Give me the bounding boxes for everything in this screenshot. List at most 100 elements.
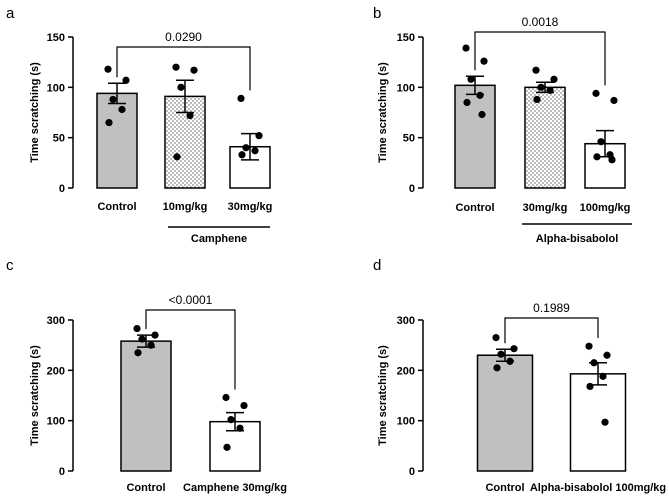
x-category-label: Control bbox=[126, 482, 165, 494]
p-value-label: 0.1989 bbox=[533, 301, 570, 315]
data-point bbox=[151, 331, 159, 339]
data-point bbox=[506, 357, 514, 365]
significance-bracket bbox=[474, 31, 606, 86]
y-tick-label: 100 bbox=[47, 416, 65, 428]
data-point bbox=[510, 345, 518, 353]
bar-30mg-kg bbox=[524, 86, 566, 189]
y-tick-label: 300 bbox=[397, 315, 415, 327]
data-point bbox=[467, 75, 475, 83]
panel-letter: d bbox=[373, 257, 381, 274]
y-tick-label: 150 bbox=[47, 32, 65, 44]
y-tick-label: 200 bbox=[397, 365, 415, 377]
panel-letter: b bbox=[373, 5, 381, 22]
y-tick-label: 0 bbox=[59, 466, 65, 478]
y-tick-label: 50 bbox=[53, 133, 65, 145]
y-tick-label: 0 bbox=[409, 183, 415, 195]
x-category-label: 30mg/kg bbox=[228, 201, 273, 213]
data-point bbox=[138, 335, 146, 343]
data-point bbox=[238, 151, 246, 159]
y-tick-label: 200 bbox=[47, 365, 65, 377]
y-tick-label: 100 bbox=[397, 416, 415, 428]
panel-d: d 0 100 200 300 Time scratching (s) Control Alp… bbox=[373, 257, 666, 494]
data-point bbox=[546, 86, 554, 94]
data-point bbox=[603, 351, 611, 359]
x-category-label: 10mg/kg bbox=[163, 201, 208, 213]
data-point bbox=[147, 341, 155, 349]
data-point bbox=[134, 349, 142, 357]
y-axis-title: Time scratching (s) bbox=[29, 345, 41, 446]
significance-bracket bbox=[504, 317, 599, 344]
x-category-label: Alpha-bisabolol 100mg/kg bbox=[530, 482, 666, 494]
data-point bbox=[592, 89, 600, 97]
bar-100mg-kg bbox=[584, 142, 626, 189]
data-point bbox=[463, 98, 471, 107]
data-point bbox=[223, 443, 231, 451]
data-point bbox=[237, 94, 245, 103]
p-value-label: 0.0290 bbox=[165, 30, 202, 44]
panel-b: b 0 50 100 150 Time scratching (s) Control 30mg… bbox=[373, 5, 632, 245]
data-point bbox=[177, 83, 185, 91]
data-point bbox=[593, 153, 601, 161]
data-point bbox=[133, 324, 141, 333]
data-point bbox=[476, 91, 484, 99]
data-point bbox=[585, 342, 593, 350]
data-point bbox=[497, 350, 505, 358]
data-point bbox=[478, 110, 486, 119]
data-point bbox=[104, 65, 112, 73]
data-point bbox=[533, 95, 541, 104]
data-point bbox=[242, 144, 250, 152]
data-point bbox=[109, 95, 117, 104]
data-point bbox=[105, 118, 113, 127]
data-point bbox=[251, 147, 259, 155]
x-category-label: 100mg/kg bbox=[580, 202, 631, 214]
data-point bbox=[480, 57, 488, 65]
data-point bbox=[532, 66, 540, 74]
y-tick-label: 100 bbox=[47, 82, 65, 94]
data-point bbox=[537, 83, 545, 91]
y-tick-label: 0 bbox=[409, 466, 415, 478]
p-value-label: 0.0018 bbox=[522, 15, 559, 29]
y-tick-label: 100 bbox=[397, 82, 415, 94]
data-point bbox=[186, 111, 194, 120]
bar-control bbox=[476, 354, 534, 472]
data-point bbox=[172, 63, 180, 71]
significance-bracket bbox=[145, 309, 236, 390]
x-category-label: Camphene 30mg/kg bbox=[183, 482, 287, 494]
x-category-label: Control bbox=[485, 482, 524, 494]
data-point bbox=[492, 334, 500, 342]
bar-control bbox=[120, 340, 172, 472]
y-tick-label: 50 bbox=[403, 133, 415, 145]
x-category-label: Control bbox=[455, 202, 494, 214]
data-point bbox=[597, 138, 605, 146]
panel-c: c 0 100 200 300 Time scratching (s) Control Cam… bbox=[6, 257, 287, 494]
y-axis-title: Time scratching (s) bbox=[377, 62, 389, 163]
data-point bbox=[255, 132, 263, 140]
data-point bbox=[586, 382, 594, 391]
group-label: Alpha-bisabolol bbox=[536, 233, 619, 245]
data-point bbox=[227, 416, 235, 424]
panel-letter: c bbox=[6, 257, 14, 274]
data-point bbox=[222, 393, 230, 402]
data-point bbox=[590, 359, 598, 367]
x-category-label: 30mg/kg bbox=[523, 202, 568, 214]
x-category-label: Control bbox=[97, 201, 136, 213]
bar-control bbox=[96, 92, 138, 189]
data-point bbox=[240, 401, 248, 410]
y-axis-title: Time scratching (s) bbox=[29, 62, 41, 163]
data-point bbox=[190, 66, 198, 74]
data-point bbox=[122, 76, 130, 84]
panel-a: a 0 50 100 150 Time scratching (s) Control 10mg… bbox=[6, 5, 272, 245]
panel-letter: a bbox=[6, 5, 15, 22]
y-axis-title: Time scratching (s) bbox=[377, 345, 389, 446]
data-point bbox=[608, 156, 616, 164]
bar-control bbox=[454, 84, 496, 189]
data-point bbox=[462, 44, 470, 52]
data-point bbox=[173, 153, 181, 161]
data-point bbox=[601, 418, 609, 426]
y-tick-label: 300 bbox=[47, 315, 65, 327]
significance-bracket bbox=[116, 46, 251, 91]
data-point bbox=[493, 364, 501, 372]
data-point bbox=[118, 105, 126, 114]
